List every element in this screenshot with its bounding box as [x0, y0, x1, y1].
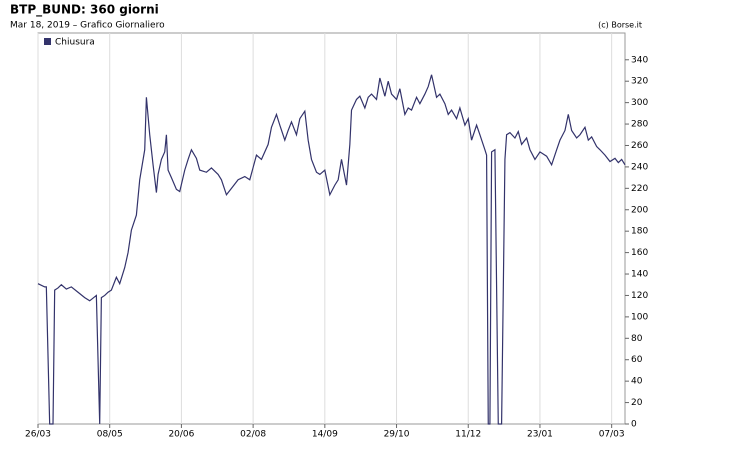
y-tick-label: 60: [631, 355, 643, 365]
x-tick-label: 14/09: [312, 430, 338, 440]
y-tick-label: 240: [631, 162, 648, 172]
y-tick-label: 160: [631, 248, 648, 258]
x-tick-label: 07/03: [599, 430, 625, 440]
data-line: [37, 74, 626, 425]
y-tick-label: 0: [631, 420, 637, 430]
y-tick-label: 220: [631, 184, 648, 194]
y-tick-label: 120: [631, 291, 648, 301]
x-tick-label: 11/12: [455, 430, 481, 440]
legend-label: Chiusura: [55, 38, 95, 48]
x-tick-label: 23/01: [527, 430, 553, 440]
y-tick-label: 100: [631, 312, 648, 322]
plot-area: [37, 32, 626, 425]
x-tick-label: 02/08: [240, 430, 266, 440]
y-tick-label: 180: [631, 227, 648, 237]
x-tick-label: 08/05: [97, 430, 123, 440]
chart-title: BTP_BUND: 360 giorni: [10, 3, 159, 18]
x-tick-label: 20/06: [168, 430, 194, 440]
y-tick-label: 80: [631, 334, 643, 344]
x-tick-label: 26/03: [25, 430, 51, 440]
source: (c) Borse.it: [598, 21, 642, 30]
y-tick-label: 260: [631, 141, 648, 151]
y-tick-label: 280: [631, 120, 648, 130]
y-tick-label: 20: [631, 398, 643, 408]
y-tick-label: 200: [631, 205, 648, 215]
y-tick-label: 40: [631, 377, 643, 387]
y-tick-label: 340: [631, 55, 648, 65]
y-tick-label: 320: [631, 77, 648, 87]
legend-swatch: [44, 38, 51, 45]
y-tick-label: 140: [631, 270, 648, 280]
y-tick-label: 300: [631, 98, 648, 108]
chart-subtitle: Mar 18, 2019 – Grafico Giornaliero: [10, 21, 165, 31]
x-tick-label: 29/10: [384, 430, 410, 440]
